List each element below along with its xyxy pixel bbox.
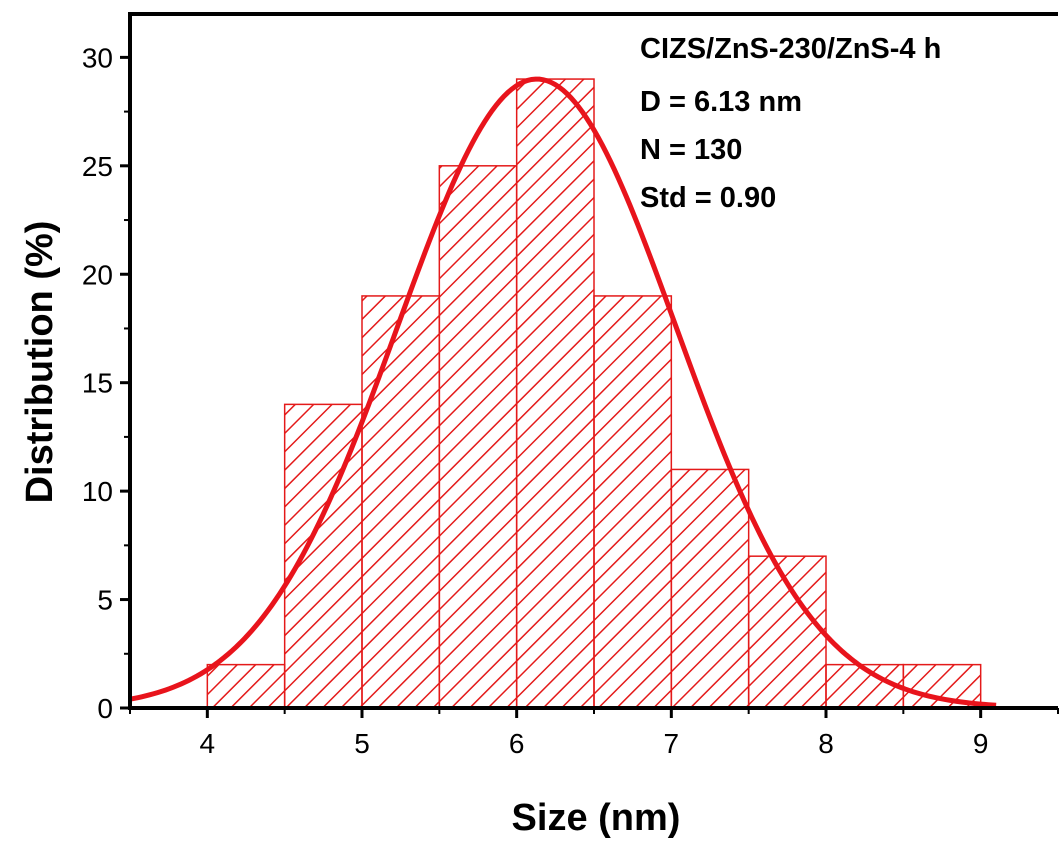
x-axis-title: Size (nm) — [512, 797, 681, 839]
y-tick-label-2: 10 — [82, 476, 113, 507]
histogram-bar-3 — [438, 165, 518, 709]
histogram-bar-0 — [206, 663, 286, 709]
y-tick-label-4: 20 — [82, 259, 113, 290]
x-tick-label-3: 7 — [664, 728, 680, 759]
annotation-std: Std = 0.90 — [640, 182, 776, 214]
gaussian-fit-line — [129, 76, 997, 708]
histogram-bar-2 — [361, 295, 441, 709]
y-tick-label-5: 25 — [82, 151, 113, 182]
x-tick-label-0: 4 — [200, 728, 216, 759]
annotation-sample: CIZS/ZnS-230/ZnS-4 h — [640, 33, 941, 65]
y-tick-label-1: 5 — [97, 585, 113, 616]
histogram-bar-5 — [593, 295, 673, 709]
x-tick-label-5: 9 — [973, 728, 989, 759]
y-axis-title: Distribution (%) — [19, 221, 61, 504]
ticks-layer: 0 5 10 15 20 25 30 4 5 6 7 8 9 — [82, 42, 1059, 759]
x-tick-label-4: 8 — [818, 728, 834, 759]
histogram-bar-6 — [670, 468, 750, 709]
annotation-count: N = 130 — [640, 134, 742, 166]
y-tick-label-6: 30 — [82, 42, 113, 73]
annotation-block: CIZS/ZnS-230/ZnS-4 h D = 6.13 nm N = 130… — [640, 33, 941, 214]
y-tick-label-3: 15 — [82, 368, 113, 399]
labels-layer: Size (nm) Distribution (%) — [19, 221, 680, 839]
annotation-diameter: D = 6.13 nm — [640, 86, 802, 118]
x-tick-label-1: 5 — [354, 728, 370, 759]
x-tick-label-2: 6 — [509, 728, 525, 759]
fit-layer — [129, 76, 997, 708]
y-tick-label-0: 0 — [97, 693, 113, 724]
bars-layer — [206, 78, 982, 709]
histogram-bar-4 — [515, 78, 595, 709]
